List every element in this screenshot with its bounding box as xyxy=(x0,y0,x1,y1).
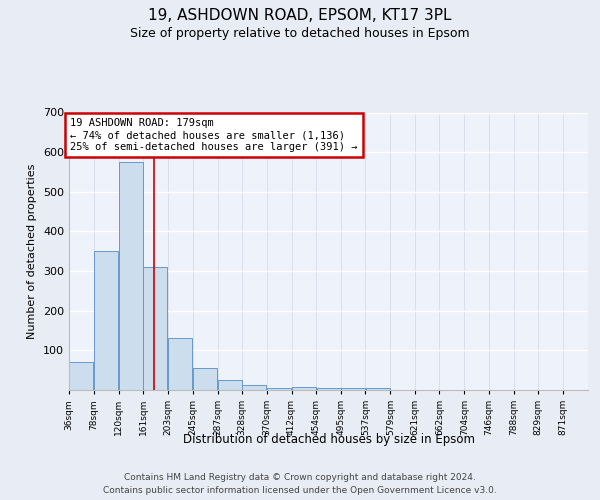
Bar xyxy=(70,362,94,390)
Bar xyxy=(242,385,266,390)
Bar xyxy=(267,388,291,390)
Text: Size of property relative to detached houses in Epsom: Size of property relative to detached ho… xyxy=(130,28,470,40)
Bar xyxy=(366,388,390,390)
Bar xyxy=(143,267,167,390)
Y-axis label: Number of detached properties: Number of detached properties xyxy=(28,164,37,339)
Text: Contains public sector information licensed under the Open Government Licence v3: Contains public sector information licen… xyxy=(103,486,497,495)
Bar xyxy=(193,368,217,390)
Bar xyxy=(119,162,143,390)
Bar xyxy=(94,251,118,390)
Text: Distribution of detached houses by size in Epsom: Distribution of detached houses by size … xyxy=(183,432,475,446)
Bar xyxy=(168,338,193,390)
Text: Contains HM Land Registry data © Crown copyright and database right 2024.: Contains HM Land Registry data © Crown c… xyxy=(124,472,476,482)
Text: 19, ASHDOWN ROAD, EPSOM, KT17 3PL: 19, ASHDOWN ROAD, EPSOM, KT17 3PL xyxy=(148,8,452,22)
Bar xyxy=(292,387,316,390)
Bar xyxy=(218,380,242,390)
Bar xyxy=(317,388,341,390)
Text: 19 ASHDOWN ROAD: 179sqm
← 74% of detached houses are smaller (1,136)
25% of semi: 19 ASHDOWN ROAD: 179sqm ← 74% of detache… xyxy=(70,118,358,152)
Bar xyxy=(341,388,365,390)
